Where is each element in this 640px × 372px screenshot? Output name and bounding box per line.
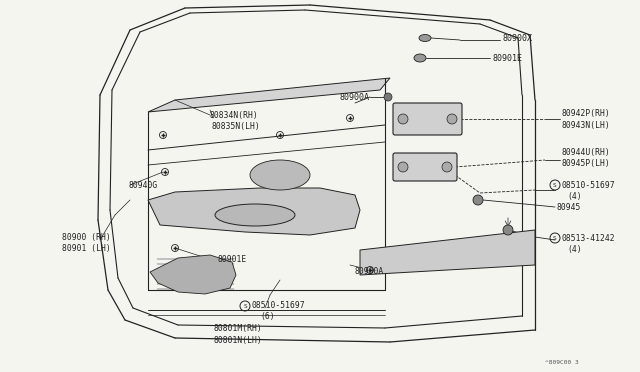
Circle shape <box>473 195 483 205</box>
Text: 80834N(RH): 80834N(RH) <box>210 110 259 119</box>
Text: 80835N(LH): 80835N(LH) <box>211 122 260 131</box>
Polygon shape <box>148 78 390 112</box>
Text: 80901 (LH): 80901 (LH) <box>62 244 111 253</box>
Text: 80900X: 80900X <box>503 33 533 42</box>
FancyBboxPatch shape <box>393 153 457 181</box>
Text: (6): (6) <box>260 312 275 321</box>
Text: 80900A: 80900A <box>355 267 384 276</box>
Text: 80801N(LH): 80801N(LH) <box>213 336 262 344</box>
Text: 80945P(LH): 80945P(LH) <box>562 158 611 167</box>
Ellipse shape <box>250 160 310 190</box>
Text: 80943N(LH): 80943N(LH) <box>562 121 611 129</box>
Text: 08513-41242: 08513-41242 <box>562 234 616 243</box>
Text: 80901E: 80901E <box>493 54 523 62</box>
Polygon shape <box>148 188 360 235</box>
Ellipse shape <box>419 35 431 42</box>
Text: S: S <box>553 235 557 241</box>
Polygon shape <box>150 255 236 294</box>
Circle shape <box>384 93 392 101</box>
Circle shape <box>442 162 452 172</box>
Text: ^809C00 3: ^809C00 3 <box>545 359 579 365</box>
Text: (4): (4) <box>567 244 582 253</box>
Circle shape <box>398 162 408 172</box>
Ellipse shape <box>215 204 295 226</box>
Text: S: S <box>553 183 557 187</box>
Text: S: S <box>243 304 247 308</box>
Text: 80940G: 80940G <box>128 180 157 189</box>
Circle shape <box>503 225 513 235</box>
Text: 80900 (RH): 80900 (RH) <box>62 232 111 241</box>
Text: 80945: 80945 <box>557 202 581 212</box>
Text: (4): (4) <box>567 192 582 201</box>
Circle shape <box>398 114 408 124</box>
Circle shape <box>447 114 457 124</box>
Text: 80900A: 80900A <box>340 93 370 102</box>
Text: 80944U(RH): 80944U(RH) <box>562 148 611 157</box>
FancyBboxPatch shape <box>393 103 462 135</box>
Polygon shape <box>360 230 535 275</box>
Text: 80801M(RH): 80801M(RH) <box>213 324 262 333</box>
Text: 08510-51697: 08510-51697 <box>252 301 306 311</box>
Text: 80942P(RH): 80942P(RH) <box>562 109 611 118</box>
Ellipse shape <box>414 54 426 62</box>
Text: 08510-51697: 08510-51697 <box>562 180 616 189</box>
Text: 80901E: 80901E <box>218 256 247 264</box>
